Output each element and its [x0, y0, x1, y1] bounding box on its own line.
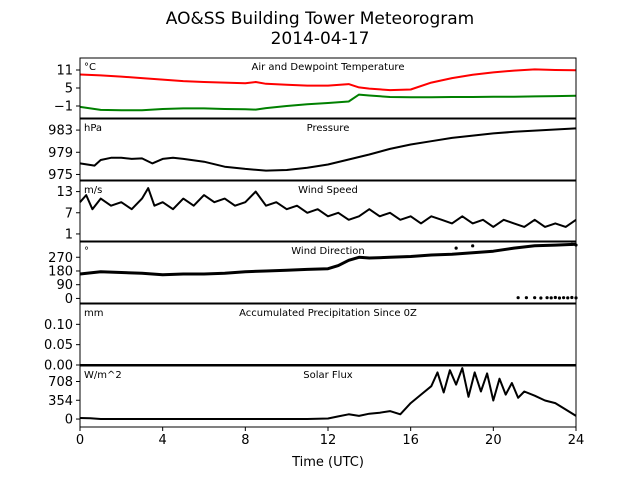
- panel-3-unit: °: [84, 246, 89, 257]
- x-tick-label-6: 24: [568, 433, 585, 448]
- panel-0-ytick-label-2: 11: [56, 64, 73, 79]
- panel-4-title: Accumulated Precipitation Since 0Z: [239, 308, 417, 319]
- panel-4-unit: mm: [84, 308, 103, 319]
- panel-3-ytick-label-0: 0: [65, 292, 73, 307]
- panel-0-background: [80, 58, 576, 118]
- panel-1-ytick-label-1: 979: [48, 146, 73, 161]
- panel-4-background: [80, 304, 576, 365]
- panel-3-point-5: [549, 296, 553, 300]
- panel-2-ytick-label-2: 13: [56, 185, 73, 200]
- panel-5: 0 354 708 W/m^2 Solar Flux: [48, 365, 577, 431]
- x-tick-label-0: 0: [76, 433, 84, 448]
- panel-3-point-4: [545, 296, 549, 300]
- panel-0-series-1: [79, 93, 577, 112]
- panel-3-point-2: [533, 296, 537, 300]
- panel-4-ytick-label-0: 0.00: [44, 359, 73, 374]
- panel-0-ytick-label-1: 5: [65, 82, 73, 97]
- panel-1: 975 979 983 hPa Pressure: [48, 118, 577, 184]
- panel-3-point-1: [524, 296, 529, 300]
- panel-5-ytick-label-0: 0: [65, 413, 73, 428]
- panel-3-point-10: [570, 295, 574, 300]
- panel-3-point-6: [553, 295, 557, 300]
- panel-3-ytick-label-2: 180: [48, 264, 73, 279]
- panel-0-title: Air and Dewpoint Temperature: [252, 62, 405, 73]
- panel-2-ytick-label-0: 1: [65, 227, 73, 242]
- panel-3-point-14: [570, 242, 574, 246]
- panel-4: 0.00 0.05 0.10 mm Accumulated Precipitation …: [44, 303, 577, 374]
- panel-0-unit: °C: [84, 62, 96, 73]
- panel-3-ytick-label-3: 270: [48, 251, 73, 266]
- panel-0: −1 5 11 °C Air and Dewpoint Temperature: [54, 57, 577, 122]
- panel-3-point-3: [539, 296, 543, 300]
- panel-1-ytick-label-0: 975: [48, 168, 73, 183]
- panel-3-series-0: [79, 242, 577, 277]
- panel-2-series-0: [79, 187, 577, 228]
- panel-4-ytick-label-2: 0.10: [44, 318, 73, 333]
- panel-4-ytick-label-1: 0.05: [44, 338, 73, 353]
- panel-5-ytick-label-2: 708: [48, 375, 73, 390]
- panel-1-background: [80, 119, 576, 180]
- panel-2-unit: m/s: [84, 185, 102, 196]
- x-tick-label-5: 20: [485, 433, 502, 448]
- panel-5-title: Solar Flux: [303, 370, 353, 381]
- panel-3-point-7: [557, 296, 562, 300]
- panel-3-title: Wind Direction: [291, 246, 365, 257]
- panel-3-point-13: [471, 244, 475, 248]
- panel-2-ytick-label-1: 7: [65, 206, 73, 221]
- panel-2-title: Wind Speed: [298, 185, 358, 196]
- panel-5-series-0: [79, 367, 577, 420]
- panel-0-ytick-label-0: −1: [54, 100, 73, 115]
- x-tick-label-4: 16: [402, 433, 419, 448]
- panel-2-background: [80, 181, 576, 241]
- panel-5-ytick-label-1: 354: [48, 394, 73, 409]
- figure-title-line1: AO&SS Building Tower Meteorogram: [166, 9, 474, 29]
- panel-3-point-9: [566, 296, 570, 300]
- panel-3-point-8: [562, 296, 566, 300]
- figure-title-line2: 2014-04-17: [271, 29, 370, 49]
- panel-0-series-0: [79, 68, 577, 92]
- panel-3-ytick-label-1: 90: [56, 278, 73, 293]
- panel-3-point-0: [516, 296, 520, 300]
- panel-1-title: Pressure: [307, 123, 350, 134]
- panel-3-point-12: [454, 246, 458, 250]
- panel-1-unit: hPa: [84, 123, 102, 134]
- panel-2: 1 7 13 m/s Wind Speed: [56, 180, 577, 245]
- x-axis: 0 4 8 12 16 20 24: [76, 433, 584, 448]
- panel-5-unit: W/m^2: [84, 370, 122, 381]
- x-tick-label-3: 12: [320, 433, 337, 448]
- x-axis-label: Time (UTC): [291, 455, 364, 470]
- panel-1-ytick-label-2: 983: [48, 124, 73, 139]
- x-tick-label-2: 8: [241, 433, 249, 448]
- panel-1-series-0: [79, 127, 577, 172]
- x-tick-label-1: 4: [159, 433, 167, 448]
